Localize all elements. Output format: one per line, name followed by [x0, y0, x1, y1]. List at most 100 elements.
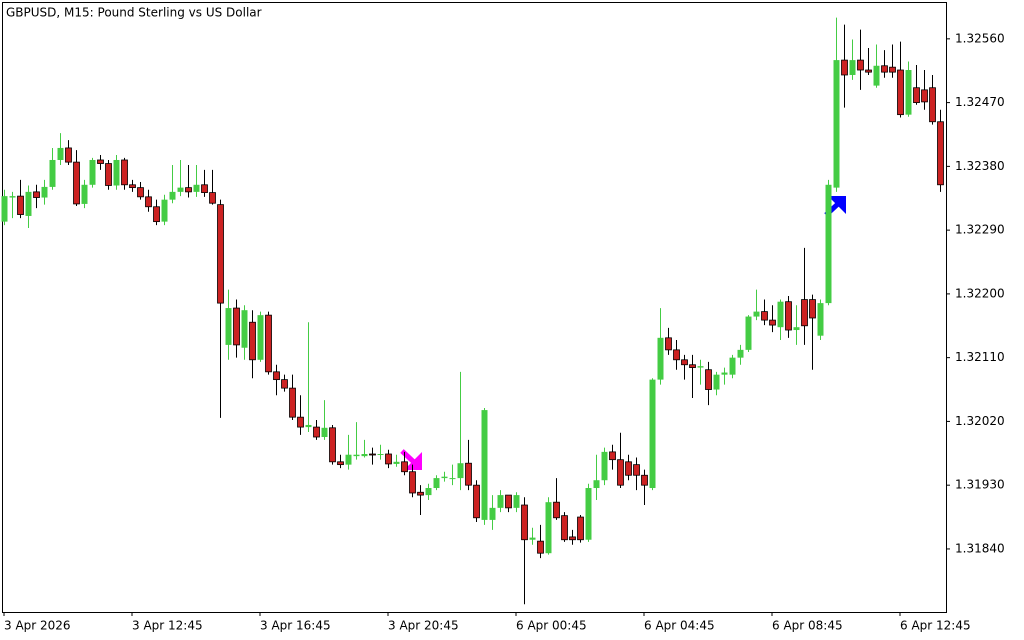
candle-body	[321, 427, 328, 438]
x-tick-label: 6 Apr 08:45	[772, 619, 843, 633]
x-tick-label: 6 Apr 04:45	[644, 619, 715, 633]
x-tick-label: 3 Apr 16:45	[260, 619, 331, 633]
candle-body	[393, 461, 400, 464]
candle-body	[697, 366, 704, 368]
candle-body	[81, 184, 88, 204]
candle-body	[601, 451, 608, 481]
candle-body	[705, 369, 712, 390]
candle-body	[665, 337, 672, 351]
x-tick-label: 6 Apr 00:45	[516, 619, 587, 633]
candle-body	[833, 60, 840, 188]
candle-body	[265, 314, 272, 373]
candle-body	[209, 192, 216, 204]
candle-body	[473, 484, 480, 519]
candle-body	[793, 327, 800, 331]
candle-body	[41, 186, 48, 198]
candle-body	[489, 507, 496, 520]
candle-body	[521, 504, 528, 541]
candle-body	[937, 121, 944, 186]
candle-body	[641, 474, 648, 486]
candle-body	[57, 147, 64, 160]
candle-body	[1, 196, 8, 222]
candle-body	[857, 59, 864, 71]
sell-arrow-head	[404, 452, 422, 470]
candle-body	[561, 515, 568, 541]
candle-body	[905, 70, 912, 115]
candle-body	[249, 321, 256, 361]
candle-body	[329, 427, 336, 463]
candle-body	[777, 301, 784, 328]
candle-body	[137, 187, 144, 198]
candle-body	[873, 65, 880, 86]
candle-body	[729, 357, 736, 375]
candle-body	[217, 204, 224, 304]
candle-body	[713, 374, 720, 390]
candle-body	[897, 69, 904, 116]
candle-body	[841, 59, 848, 76]
candle-body	[505, 494, 512, 509]
candle-body	[481, 410, 488, 520]
candle-body	[513, 495, 520, 508]
candle-body	[593, 480, 600, 489]
y-tick-label: 1.32020	[955, 414, 1005, 428]
candle-body	[97, 159, 104, 164]
candle-body	[753, 311, 760, 317]
candle-body	[633, 464, 640, 476]
candle-body	[737, 349, 744, 358]
candle-body	[345, 454, 352, 465]
candle-body	[313, 426, 320, 438]
candle-body	[153, 206, 160, 223]
candle-body	[657, 337, 664, 380]
candle-body	[281, 379, 288, 389]
candle-body	[121, 159, 128, 186]
candle-body	[617, 459, 624, 486]
candle-body	[865, 69, 872, 73]
y-tick-label: 1.32200	[955, 286, 1005, 300]
candle-body	[105, 163, 112, 186]
candle-body	[33, 191, 40, 198]
candle-body	[537, 540, 544, 554]
candle-body	[89, 159, 96, 185]
y-tick-label: 1.31840	[955, 541, 1005, 555]
candle-body	[353, 454, 360, 457]
chart-title: GBPUSD, M15: Pound Sterling vs US Dollar	[6, 6, 262, 20]
y-tick-label: 1.32290	[955, 223, 1005, 237]
x-tick-label: 6 Apr 12:45	[900, 619, 971, 633]
candle-body	[177, 187, 184, 192]
y-tick-label: 1.32380	[955, 159, 1005, 173]
candle-body	[17, 195, 24, 215]
candle-body	[825, 184, 832, 304]
y-tick-label: 1.32470	[955, 95, 1005, 109]
candle-body	[817, 303, 824, 336]
x-tick-label: 3 Apr 2026	[4, 619, 71, 633]
candle-body	[25, 191, 32, 216]
candle-body	[337, 461, 344, 466]
candle-body	[809, 299, 816, 319]
candle-body	[649, 379, 656, 489]
candle-body	[497, 495, 504, 508]
candle-body	[201, 184, 208, 193]
candle-body	[465, 462, 472, 486]
candle-body	[769, 319, 776, 326]
candle-body	[377, 454, 384, 456]
y-tick-label: 1.32560	[955, 31, 1005, 45]
candle-body	[609, 451, 616, 461]
candle-body	[929, 87, 936, 123]
candle-body	[385, 453, 392, 465]
candle-body	[9, 196, 16, 198]
candle-body	[569, 536, 576, 541]
candle-body	[457, 463, 464, 479]
candle-body	[625, 461, 632, 476]
y-tick-label: 1.31930	[955, 478, 1005, 492]
candle-body	[449, 478, 456, 480]
y-tick-label: 1.32110	[955, 350, 1005, 364]
candle-body	[849, 60, 856, 75]
candle-body	[921, 89, 928, 103]
candle-body	[721, 372, 728, 375]
candle-body	[681, 359, 688, 366]
candle-body	[785, 301, 792, 331]
candle-body	[193, 184, 200, 192]
candle-body	[529, 537, 536, 540]
